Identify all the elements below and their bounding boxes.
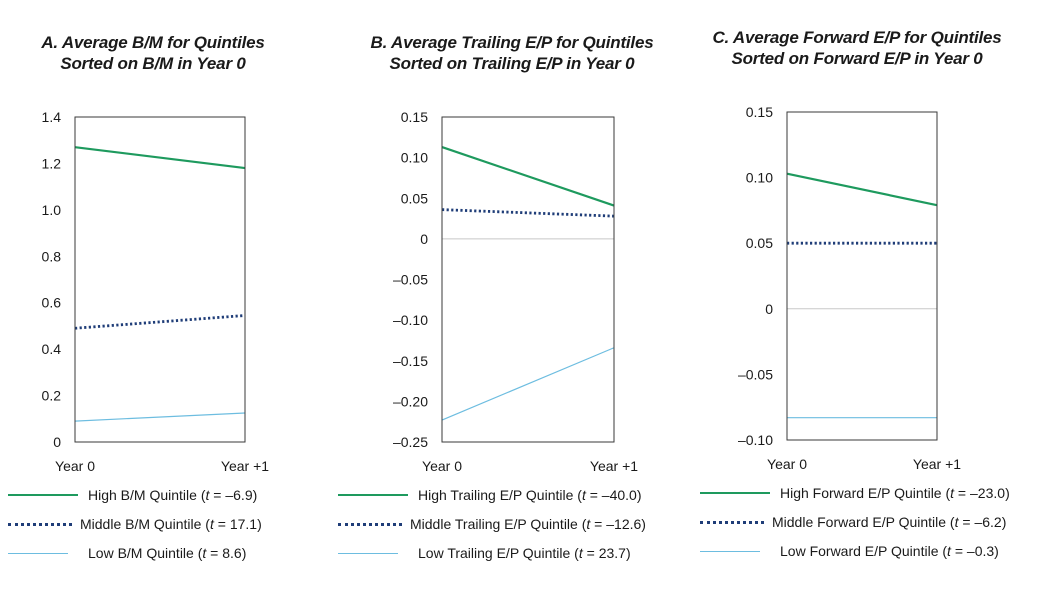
- legend-t-stat: –0.3: [966, 543, 995, 559]
- chart-title: B. Average Trailing E/P for Quintiles So…: [357, 32, 667, 74]
- legend-swatch: [8, 494, 78, 496]
- y-tick-label: 0.05: [401, 190, 428, 206]
- series-line-2: [441, 208, 615, 218]
- y-tick-label: 0.05: [746, 235, 773, 251]
- legend-series-name: Middle Forward E/P Quintile: [772, 514, 947, 530]
- legend-series-name: High Forward E/P Quintile: [780, 485, 942, 501]
- chart-title-line-2: Sorted on Forward E/P in Year 0: [731, 49, 983, 68]
- chart-title-line-2: Sorted on B/M in Year 0: [60, 54, 246, 73]
- legend-item: Low Forward E/P Quintile (t = –0.3): [700, 541, 999, 561]
- legend-item: Middle Forward E/P Quintile (t = –6.2): [700, 512, 1006, 532]
- legend-t-stat: –12.6: [606, 516, 642, 532]
- legend-label: Middle Trailing E/P Quintile (t = –12.6): [410, 516, 646, 532]
- legend-item: Middle Trailing E/P Quintile (t = –12.6): [338, 514, 646, 534]
- legend-series-name: High Trailing E/P Quintile: [418, 487, 574, 503]
- legend-label: Middle Forward E/P Quintile (t = –6.2): [772, 514, 1007, 530]
- legend-t-stat: 8.6: [222, 545, 242, 561]
- plot-frame: [74, 116, 246, 443]
- y-tick-label: 0.2: [42, 388, 62, 404]
- legend-series-name: Middle B/M Quintile: [80, 516, 202, 532]
- legend-t-stat: –6.2: [974, 514, 1002, 530]
- legend-label: Low B/M Quintile (t = 8.6): [88, 545, 247, 561]
- legend-item: Low Trailing E/P Quintile (t = 23.7): [338, 543, 631, 563]
- legend-item: High B/M Quintile (t = –6.9): [8, 485, 257, 505]
- chart-title-line-1: B. Average Trailing E/P for Quintiles: [370, 33, 654, 52]
- chart-title-line-1: C. Average Forward E/P for Quintiles: [712, 28, 1002, 47]
- y-tick-label: –0.20: [393, 393, 428, 409]
- legend-swatch: [338, 522, 402, 526]
- y-tick-label: 0.8: [42, 248, 62, 264]
- y-tick-label: 0.6: [42, 295, 62, 311]
- y-tick-label: –0.15: [393, 353, 428, 369]
- legend-label: High Forward E/P Quintile (t = –23.0): [780, 485, 1010, 501]
- legend-label: Low Forward E/P Quintile (t = –0.3): [780, 543, 999, 559]
- series-line-2: [74, 314, 246, 330]
- legend-swatch: [8, 522, 72, 526]
- legend-t-stat: –40.0: [601, 487, 637, 503]
- y-tick-label: 1.2: [42, 155, 62, 171]
- x-tick-label: Year 0: [55, 458, 95, 474]
- y-tick-label: 0.15: [401, 109, 428, 125]
- x-tick-label: Year +1: [913, 456, 961, 472]
- legend-label: Middle B/M Quintile (t = 17.1): [80, 516, 262, 532]
- legend-series-name: Middle Trailing E/P Quintile: [410, 516, 578, 532]
- y-tick-label: –0.10: [738, 432, 773, 448]
- plot-frame: [441, 116, 615, 443]
- series-line-3: [441, 347, 615, 421]
- chart-title-line-1: A. Average B/M for Quintiles: [41, 33, 265, 52]
- legend-item: Low B/M Quintile (t = 8.6): [8, 543, 246, 563]
- legend-swatch: [700, 492, 770, 494]
- legend-item: High Forward E/P Quintile (t = –23.0): [700, 483, 1010, 503]
- legend-t-stat: –6.9: [225, 487, 253, 503]
- plot-frame: [786, 111, 938, 441]
- legend-swatch: [338, 494, 408, 496]
- legend-item: Middle B/M Quintile (t = 17.1): [8, 514, 262, 534]
- legend-t-stat: –23.0: [970, 485, 1006, 501]
- y-tick-label: 0: [420, 231, 428, 247]
- y-tick-label: –0.05: [393, 272, 428, 288]
- legend-t-stat: 23.7: [598, 545, 626, 561]
- y-tick-label: 1.0: [42, 202, 62, 218]
- x-tick-label: Year 0: [767, 456, 807, 472]
- series-line-1: [786, 172, 938, 207]
- x-tick-label: Year 0: [422, 458, 462, 474]
- series-line-1: [441, 146, 615, 207]
- series-line-3: [74, 412, 246, 422]
- legend-t-stat: 17.1: [229, 516, 258, 532]
- legend-series-name: Low B/M Quintile: [88, 545, 194, 561]
- chart-title-line-2: Sorted on Trailing E/P in Year 0: [389, 54, 635, 73]
- chart-title: C. Average Forward E/P for Quintiles Sor…: [712, 27, 1002, 69]
- y-tick-label: 0: [765, 301, 773, 317]
- legend-label: Low Trailing E/P Quintile (t = 23.7): [418, 545, 631, 561]
- legend-label: High Trailing E/P Quintile (t = –40.0): [418, 487, 642, 503]
- legend-item: High Trailing E/P Quintile (t = –40.0): [338, 485, 642, 505]
- legend-swatch: [700, 550, 760, 552]
- legend-series-name: Low Forward E/P Quintile: [780, 543, 939, 559]
- y-tick-label: –0.10: [393, 312, 428, 328]
- legend-label: High B/M Quintile (t = –6.9): [88, 487, 258, 503]
- x-tick-label: Year +1: [590, 458, 638, 474]
- y-tick-label: 0.4: [42, 341, 62, 357]
- y-tick-label: 0.10: [401, 150, 428, 166]
- chart-title: A. Average B/M for Quintiles Sorted on B…: [28, 32, 278, 74]
- legend-series-name: Low Trailing E/P Quintile: [418, 545, 571, 561]
- x-tick-label: Year +1: [221, 458, 269, 474]
- y-tick-label: 0.10: [746, 170, 773, 186]
- legend-swatch: [338, 552, 398, 554]
- series-line-1: [74, 146, 246, 170]
- legend-series-name: High B/M Quintile: [88, 487, 197, 503]
- y-tick-label: –0.25: [393, 434, 428, 450]
- y-tick-label: 1.4: [42, 109, 62, 125]
- y-tick-label: –0.05: [738, 366, 773, 382]
- legend-swatch: [700, 520, 764, 524]
- legend-swatch: [8, 552, 68, 554]
- y-tick-label: 0.15: [746, 104, 773, 120]
- y-tick-label: 0: [53, 434, 61, 450]
